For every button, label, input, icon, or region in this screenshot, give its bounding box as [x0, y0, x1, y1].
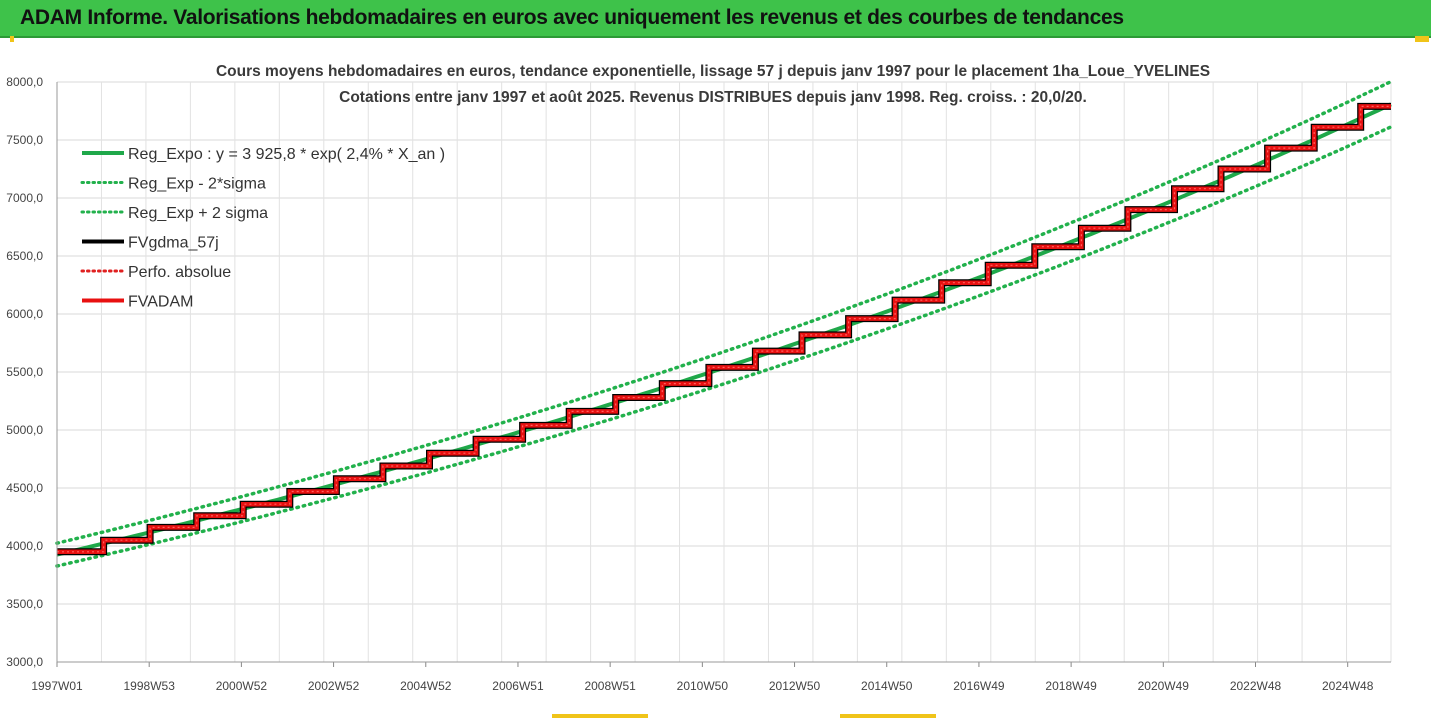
fvadam-series — [57, 102, 1391, 556]
grid-lines — [56, 81, 1392, 663]
legend-label: FVgdma_57j — [128, 235, 219, 252]
x-tick-label: 2006W51 — [492, 679, 544, 693]
x-tick-label: 2000W52 — [216, 679, 268, 693]
axes — [56, 82, 1391, 667]
x-tick-label: 1998W53 — [124, 679, 176, 693]
y-axis-ticks: 3000,0 3500,0 4000,0 4500,0 5000,0 5500,0 6000… — [6, 75, 43, 669]
y-tick-label: 3500,0 — [6, 597, 43, 611]
x-tick-label: 2004W52 — [400, 679, 452, 693]
y-tick-label: 5000,0 — [6, 423, 43, 437]
legend-label: FVADAM — [128, 294, 193, 311]
line-chart: 3000,0 3500,0 4000,0 4500,0 5000,0 5500,0 6000… — [6, 63, 1393, 693]
corner-marker-right — [1415, 36, 1429, 42]
app-title-banner: ADAM Informe. Valorisations hebdomadaire… — [0, 0, 1431, 38]
y-tick-label: 6000,0 — [6, 307, 43, 321]
corner-marker-bottom-1 — [552, 714, 648, 718]
band-lower-line — [55, 125, 1393, 568]
y-tick-label: 7500,0 — [6, 133, 43, 147]
legend-label: Reg_Expo : y = 3 925,8 * exp( 2,4% * X_a… — [128, 146, 445, 163]
y-tick-label: 4500,0 — [6, 481, 43, 495]
legend-label: Perfo. absolue — [128, 264, 231, 281]
y-tick-label: 4000,0 — [6, 539, 43, 553]
x-tick-label: 2018W49 — [1045, 679, 1097, 693]
x-axis-ticks: 1997W01 1998W53 2000W52 2002W52 2004W52 2006W… — [31, 679, 1373, 693]
legend-label: Reg_Exp - 2*sigma — [128, 176, 266, 193]
banner-title: ADAM Informe. Valorisations hebdomadaire… — [20, 6, 1124, 29]
x-tick-label: 1997W01 — [31, 679, 83, 693]
chart-title-line2: Cotations entre janv 1997 et août 2025. … — [339, 89, 1087, 106]
perfo-absolue-line — [57, 105, 1391, 553]
x-tick-label: 2024W48 — [1322, 679, 1374, 693]
x-tick-label: 2002W52 — [308, 679, 360, 693]
x-tick-label: 2020W49 — [1138, 679, 1190, 693]
x-tick-label: 2010W50 — [677, 679, 729, 693]
corner-marker-bottom-2 — [840, 714, 936, 718]
y-tick-label: 7000,0 — [6, 191, 43, 205]
corner-marker-left — [10, 36, 14, 42]
y-tick-label: 6500,0 — [6, 249, 43, 263]
band-lines — [55, 79, 1393, 568]
x-tick-label: 2022W48 — [1230, 679, 1282, 693]
chart-title-line1: Cours moyens hebdomadaires en euros, ten… — [216, 63, 1210, 80]
x-tick-label: 2008W51 — [584, 679, 636, 693]
x-tick-label: 2016W49 — [953, 679, 1005, 693]
chart-legend: Reg_Expo : y = 3 925,8 * exp( 2,4% * X_a… — [80, 146, 445, 311]
legend-label: Reg_Exp + 2 sigma — [128, 205, 268, 222]
y-tick-label: 3000,0 — [6, 655, 43, 669]
x-tick-label: 2014W50 — [861, 679, 913, 693]
y-tick-label: 8000,0 — [6, 75, 43, 89]
y-tick-label: 5500,0 — [6, 365, 43, 379]
band-upper-line — [55, 79, 1393, 545]
x-tick-label: 2012W50 — [769, 679, 821, 693]
